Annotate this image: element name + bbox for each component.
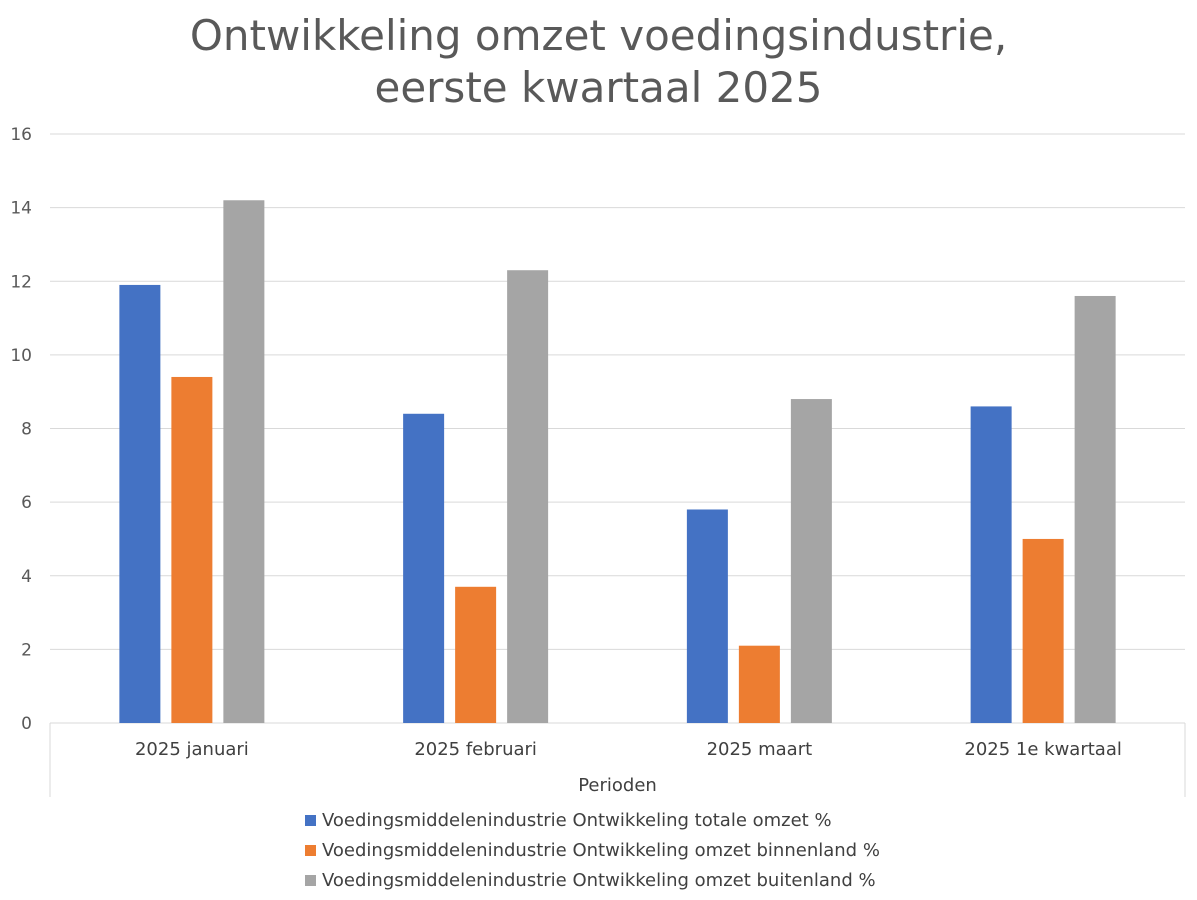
y-tick-label: 16	[10, 125, 32, 145]
y-tick-label: 12	[10, 272, 32, 292]
legend-item-totale-omzet: Voedingsmiddelenindustrie Ontwikkeling t…	[305, 805, 880, 835]
legend-item-buitenland: Voedingsmiddelenindustrie Ontwikkeling o…	[305, 865, 880, 895]
x-axis-title: Perioden	[578, 775, 657, 796]
y-tick-label: 4	[21, 567, 32, 587]
y-tick-label: 0	[21, 714, 32, 734]
chart-title-line-1: Ontwikkeling omzet voedingsindustrie,	[189, 11, 1008, 60]
bar	[507, 270, 549, 723]
bar	[403, 413, 445, 723]
bar	[970, 406, 1012, 723]
y-tick-label: 8	[21, 420, 32, 440]
legend-swatch-buitenland	[305, 874, 316, 886]
y-tick-label: 14	[10, 199, 32, 219]
legend-swatch-totale-omzet	[305, 814, 316, 826]
bar	[790, 399, 832, 723]
x-tick-label: 2025 februari	[414, 739, 537, 760]
bar	[1074, 295, 1116, 723]
bar	[223, 200, 265, 723]
x-tick-label: 2025 januari	[135, 739, 249, 760]
legend: Voedingsmiddelenindustrie Ontwikkeling t…	[305, 805, 880, 895]
y-tick-label: 6	[21, 493, 32, 513]
legend-label-totale-omzet: Voedingsmiddelenindustrie Ontwikkeling t…	[322, 809, 832, 831]
legend-swatch-binnenland	[305, 844, 316, 856]
legend-label-binnenland: Voedingsmiddelenindustrie Ontwikkeling o…	[322, 839, 880, 861]
y-tick-label: 10	[10, 346, 32, 366]
bar	[686, 509, 728, 723]
x-tick-label: 2025 1e kwartaal	[964, 739, 1121, 760]
legend-label-buitenland: Voedingsmiddelenindustrie Ontwikkeling o…	[322, 869, 876, 891]
y-tick-label: 2	[21, 640, 32, 660]
x-tick-label: 2025 maart	[707, 739, 813, 760]
chart-title: Ontwikkeling omzet voedingsindustrie, ee…	[0, 10, 1197, 114]
chart-title-line-2: eerste kwartaal 2025	[374, 63, 823, 112]
bar	[171, 376, 213, 723]
bar	[738, 645, 780, 723]
bar	[119, 284, 161, 723]
bar	[1022, 538, 1064, 723]
legend-item-binnenland: Voedingsmiddelenindustrie Ontwikkeling o…	[305, 835, 880, 865]
bar	[455, 586, 497, 723]
